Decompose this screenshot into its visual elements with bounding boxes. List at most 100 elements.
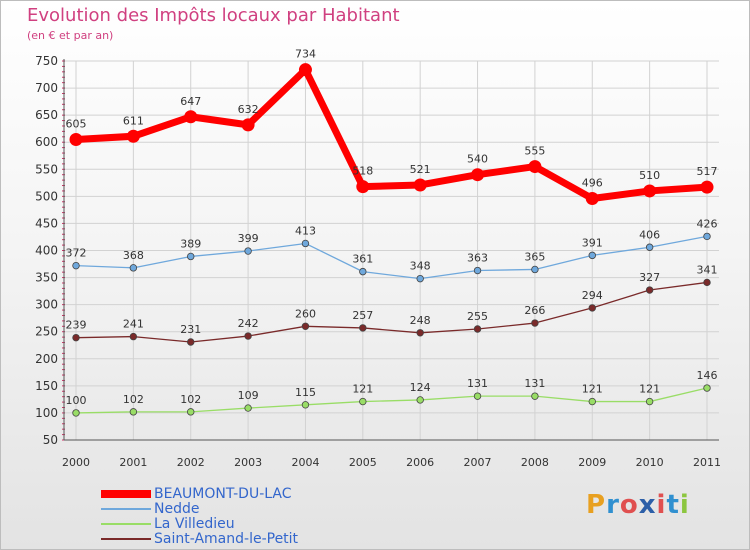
data-point [69,133,83,147]
legend-swatch [101,538,151,540]
x-tick-label: 2007 [464,456,492,469]
data-label: 391 [582,236,603,249]
data-point [129,264,138,272]
data-label: 255 [467,310,488,323]
data-point [244,247,252,255]
data-label: 124 [410,381,431,394]
data-point [129,408,138,416]
data-point [703,278,711,287]
x-tick-label: 2004 [291,456,319,469]
data-point [359,324,367,332]
data-label: 121 [639,383,660,396]
x-tick-label: 2009 [578,456,606,469]
data-label: 510 [639,169,660,182]
x-tick-label: 2011 [693,456,721,469]
y-tick-label: 200 [35,352,58,366]
logo-letter: P [586,490,607,520]
data-point [585,192,599,206]
data-label: 131 [467,377,488,390]
data-point [359,397,367,406]
logo-letter: i [656,490,667,520]
data-point [241,118,255,132]
data-label: 121 [352,383,373,396]
data-label: 294 [582,289,603,302]
data-label: 363 [467,252,488,265]
y-tick-label: 500 [35,189,58,203]
data-point [531,319,539,327]
legend-swatch [101,523,151,525]
data-point [187,252,195,261]
y-tick-label: 600 [35,135,58,149]
data-label: 540 [467,153,488,166]
data-label: 605 [66,118,87,131]
y-tick-label: 100 [35,406,58,420]
data-point [416,274,424,283]
legend-label: BEAUMONT-DU-LAC [154,486,292,502]
data-point [301,322,310,330]
series-line [75,235,708,280]
x-tick-label: 2010 [636,456,664,469]
data-point [72,409,80,417]
data-point [645,286,654,294]
x-tick-label: 2008 [521,456,549,469]
y-tick-label: 250 [35,325,58,339]
y-tick-label: 50 [43,433,58,447]
data-label: 115 [295,386,316,399]
data-label: 102 [123,393,144,406]
data-label: 517 [697,165,718,178]
data-point [416,329,424,337]
y-tick-label: 550 [35,162,58,176]
data-point [187,408,195,416]
y-tick-label: 300 [35,298,58,312]
data-point [244,332,252,340]
data-point [473,325,482,333]
data-point [298,63,312,77]
data-label: 100 [66,394,87,407]
x-tick-label: 2005 [349,456,377,469]
data-label: 734 [295,48,316,61]
x-tick-label: 2002 [177,456,205,469]
data-label: 389 [180,237,201,250]
data-label: 521 [410,163,431,176]
x-tick-label: 2000 [62,456,90,469]
data-label: 131 [524,377,545,390]
data-point [129,332,138,341]
data-label: 231 [180,323,201,336]
y-tick-label: 400 [35,244,58,258]
y-tick-label: 750 [35,54,58,68]
y-tick-label: 650 [35,108,58,122]
data-label: 241 [123,318,144,331]
x-tick-label: 2001 [119,456,147,469]
data-point [528,160,542,174]
data-label: 518 [352,165,373,178]
series-line [75,281,708,343]
series-line [75,387,708,414]
data-label: 368 [123,249,144,262]
data-label: 361 [352,253,373,266]
x-tick-label: 2003 [234,456,262,469]
data-point [703,384,711,392]
data-point [703,232,711,241]
data-point [72,261,80,270]
data-point [72,333,80,342]
data-label: 406 [639,228,660,241]
data-point [588,251,596,260]
data-point [301,401,310,409]
chart-title: Evolution des Impôts locaux par Habitant [27,5,400,26]
logo-letter: x [638,490,657,520]
data-label: 248 [410,314,431,327]
data-point [531,265,539,274]
y-tick-label: 350 [35,271,58,285]
data-label: 260 [295,307,316,320]
data-point [531,392,539,400]
data-point [301,239,310,248]
data-label: 611 [123,114,144,127]
data-point [700,180,714,194]
y-tick-label: 150 [35,379,58,393]
data-label: 266 [524,304,545,317]
data-point [645,243,654,251]
data-label: 647 [180,95,201,108]
data-label: 632 [238,103,259,116]
